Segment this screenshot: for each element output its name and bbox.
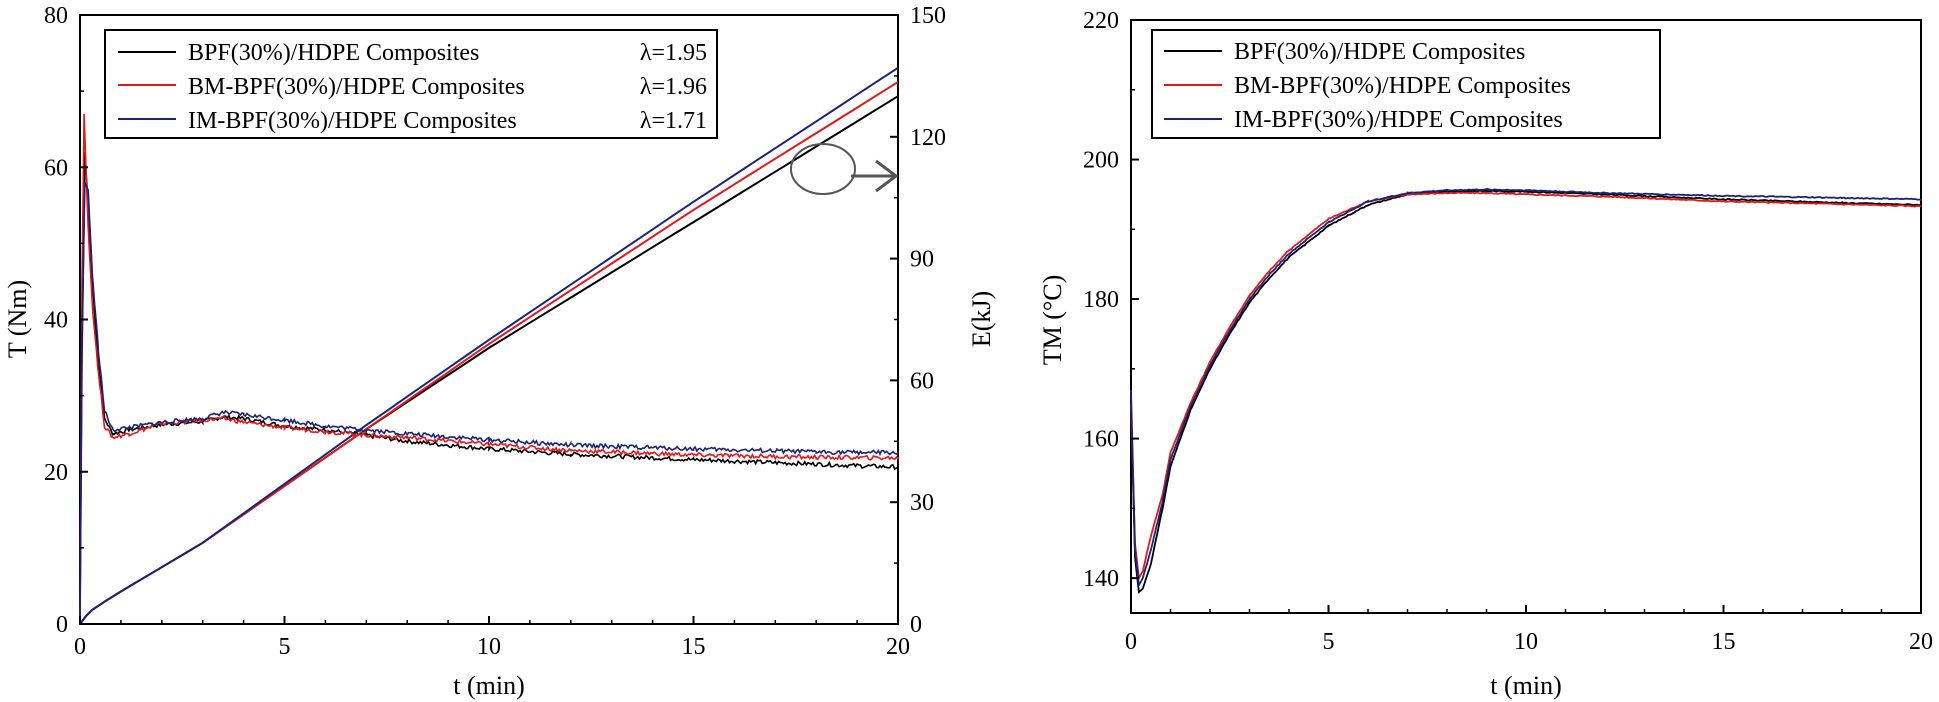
right-y-tick-label: 200 xyxy=(1083,148,1119,174)
torque-line-im xyxy=(79,182,899,625)
left-x-tick-label: 0 xyxy=(74,634,86,660)
legend-label-bpf: BPF(30%)/HDPE Composites xyxy=(188,40,479,66)
right-x-tick-label: 15 xyxy=(1712,629,1736,655)
legend-lambda-bpf: λ=1.95 xyxy=(640,40,707,66)
left-y2-tick-label: 90 xyxy=(910,247,934,273)
left-x-tick-label: 15 xyxy=(682,634,706,660)
legend-label-bm: BM-BPF(30%)/HDPE Composites xyxy=(188,74,525,100)
right-x-axis-title: t (min) xyxy=(1490,671,1562,700)
melt-temp-line-bm xyxy=(1130,191,1922,581)
right-legend-box xyxy=(1151,29,1661,139)
left-legend: BPF(30%)/HDPE Composites BM-BPF(30%)/HDP… xyxy=(104,29,718,139)
left-x-tick-label: 20 xyxy=(886,634,910,660)
legend-label-im-right: IM-BPF(30%)/HDPE Composites xyxy=(1234,107,1563,133)
right-x-tick-label: 0 xyxy=(1125,629,1137,655)
left-y2-axis-title: E(kJ) xyxy=(967,291,996,347)
right-tick-group: 0 5 10 15 20 140 160 180 200 220 xyxy=(1083,8,1933,655)
right-y-tick-label: 140 xyxy=(1083,566,1119,592)
left-y-axis-title: T (Nm) xyxy=(3,280,32,358)
left-series-group xyxy=(79,66,899,625)
left-x-tick-label: 5 xyxy=(279,634,291,660)
left-y2-tick-label: 120 xyxy=(910,125,946,151)
arrow-right-icon xyxy=(851,159,899,193)
torque-line-bpf xyxy=(79,151,899,625)
energy-line-im xyxy=(79,66,899,625)
melt-temp-line-im xyxy=(1130,187,1922,588)
left-legend-box xyxy=(104,29,718,139)
right-x-tick-label: 20 xyxy=(1909,629,1933,655)
annotation-ellipse xyxy=(790,143,856,195)
right-axis-annotation xyxy=(790,143,899,195)
right-y-axis-title: TM (°C) xyxy=(1038,275,1067,366)
left-y-tick-label: 40 xyxy=(44,308,68,334)
left-y2-tick-label: 0 xyxy=(910,612,922,638)
left-y2-tick-label: 150 xyxy=(910,3,946,29)
melt-temperature-chart: 0 5 10 15 20 140 160 180 200 220 BPF(30%)/HDPE Co… xyxy=(1038,8,1933,700)
left-y2-tick-label: 30 xyxy=(910,490,934,516)
right-y-tick-label: 160 xyxy=(1083,427,1119,453)
right-legend: BPF(30%)/HDPE Composites BM-BPF(30%)/HDP… xyxy=(1151,29,1661,139)
legend-label-im: IM-BPF(30%)/HDPE Composites xyxy=(188,108,517,134)
left-y-tick-label: 60 xyxy=(44,155,68,181)
left-y-tick-label: 20 xyxy=(44,460,68,486)
right-y-tick-label: 180 xyxy=(1083,287,1119,313)
right-series-group xyxy=(1130,187,1922,594)
right-y-tick-label: 220 xyxy=(1083,8,1119,34)
melt-temp-line-bpf xyxy=(1130,189,1922,594)
legend-lambda-im: λ=1.71 xyxy=(640,108,707,134)
legend-label-bm-right: BM-BPF(30%)/HDPE Composites xyxy=(1234,73,1571,99)
legend-lambda-bm: λ=1.96 xyxy=(640,74,707,100)
energy-line-bpf xyxy=(79,95,899,625)
legend-label-bpf-right: BPF(30%)/HDPE Composites xyxy=(1234,39,1525,65)
right-x-tick-label: 10 xyxy=(1514,629,1538,655)
left-x-axis-title: t (min) xyxy=(453,671,525,700)
left-y-tick-label: 80 xyxy=(44,3,68,29)
right-x-tick-label: 5 xyxy=(1323,629,1335,655)
left-y-tick-label: 0 xyxy=(56,612,68,638)
left-y2-tick-label: 60 xyxy=(910,368,934,394)
torque-line-bm xyxy=(79,113,899,625)
left-x-tick-label: 10 xyxy=(477,634,501,660)
